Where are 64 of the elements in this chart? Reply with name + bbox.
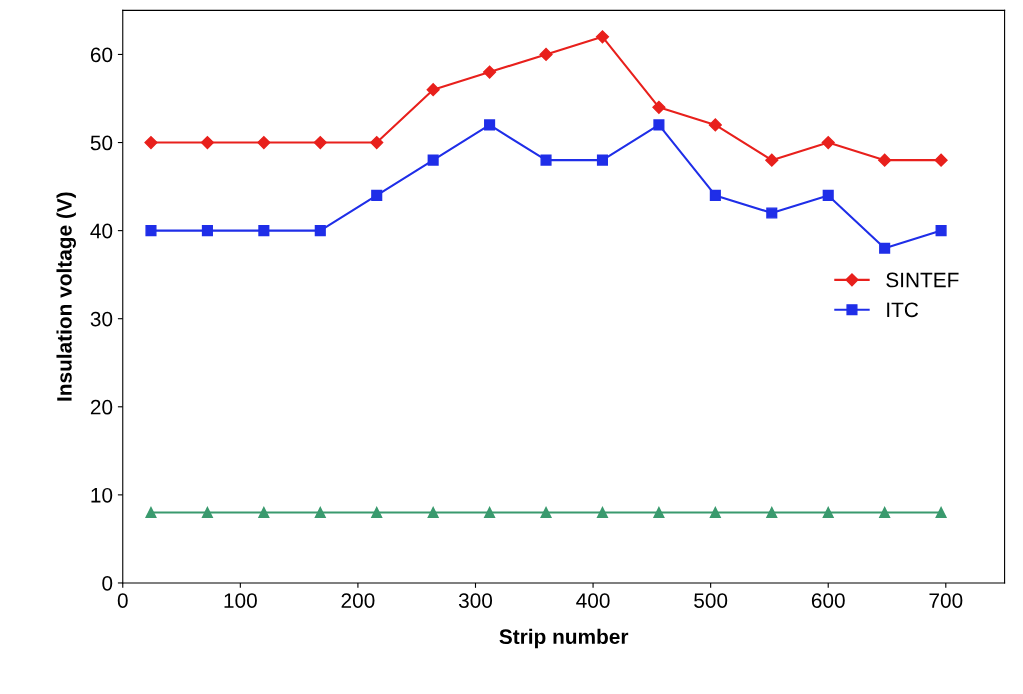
x-tick-label: 200 [341, 593, 375, 608]
point [484, 506, 496, 519]
point [483, 65, 497, 79]
point [653, 506, 665, 519]
point [595, 30, 610, 44]
x-tick-label: 500 [694, 593, 728, 608]
point [427, 506, 439, 519]
point [765, 153, 779, 167]
point [709, 506, 721, 519]
point [371, 506, 383, 519]
y-tick-label: 40 [90, 223, 113, 239]
point [144, 135, 158, 150]
point [313, 135, 327, 150]
x-tick-label: 400 [576, 593, 610, 608]
point [822, 189, 834, 201]
point [257, 135, 271, 150]
x-tick-label: 700 [929, 593, 963, 608]
point [145, 225, 157, 237]
point [540, 506, 552, 519]
point [878, 153, 892, 167]
point [709, 189, 721, 201]
point [314, 225, 326, 237]
y-tick-label: 20 [90, 399, 113, 415]
point [653, 119, 665, 131]
legend-label: ITC [887, 302, 919, 318]
y-tick-label: 60 [90, 47, 113, 63]
point [822, 506, 834, 519]
x-axis-title: Strip number [499, 628, 629, 649]
point [934, 153, 948, 167]
point [596, 506, 609, 519]
point [652, 100, 666, 114]
point [426, 83, 440, 97]
y-axis-title: Insulation voltage (V) [56, 192, 76, 401]
point [596, 154, 609, 166]
y-tick-label: 50 [90, 135, 113, 151]
point [766, 207, 778, 219]
x-tick-label: 600 [811, 593, 845, 608]
point [484, 119, 496, 131]
point [427, 154, 439, 166]
x-tick-label: 100 [224, 593, 257, 608]
point [935, 225, 947, 237]
point [879, 506, 891, 519]
point [821, 135, 835, 150]
point [708, 118, 722, 132]
point [314, 506, 326, 519]
point [200, 135, 215, 150]
point [201, 506, 213, 519]
point [766, 506, 778, 519]
legend-label: SINTEF [886, 272, 959, 288]
point [371, 189, 383, 201]
y-tick-label: 30 [90, 311, 113, 327]
point [258, 225, 270, 237]
point [540, 154, 552, 166]
x-tick-label: 300 [458, 593, 493, 608]
point [145, 506, 157, 519]
point [539, 47, 553, 62]
x-tick-label: 0 [117, 593, 128, 608]
point [879, 242, 891, 254]
point [370, 135, 384, 150]
y-tick-label: 10 [91, 487, 113, 503]
point [258, 506, 270, 519]
y-tick-label: 0 [102, 575, 113, 591]
point [935, 506, 947, 519]
point [201, 225, 213, 237]
